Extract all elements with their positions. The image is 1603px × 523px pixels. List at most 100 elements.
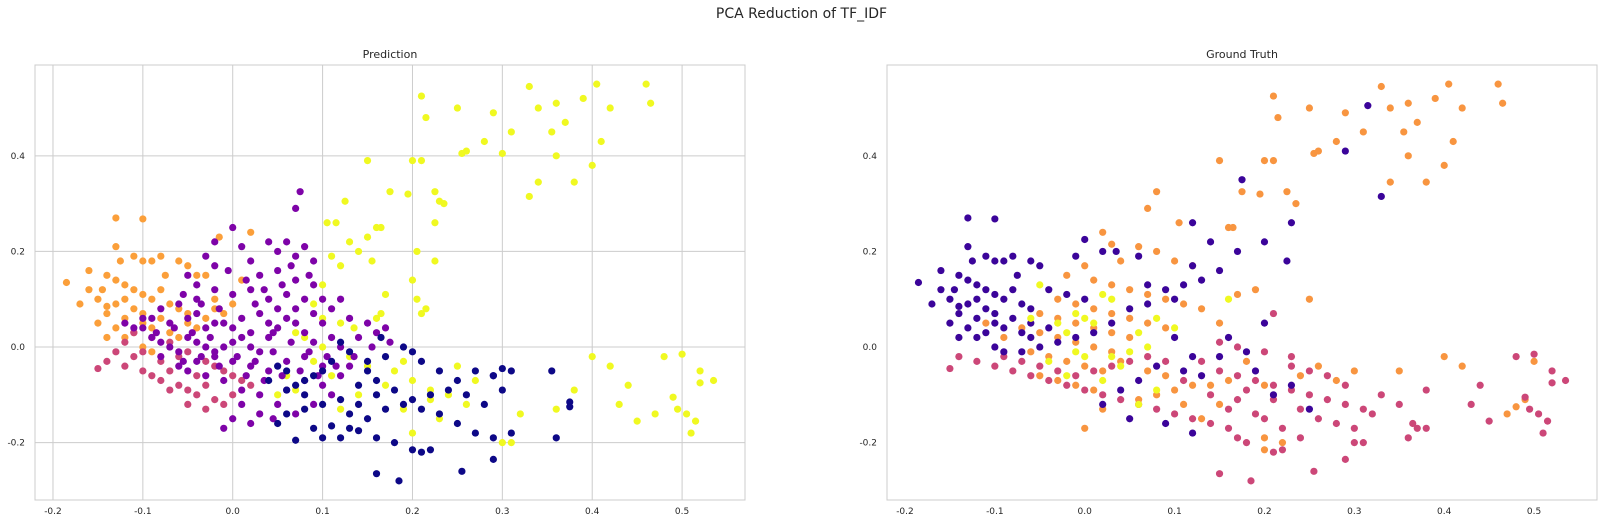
data-point	[1108, 362, 1116, 370]
data-point	[112, 300, 120, 308]
data-point	[363, 357, 372, 365]
plot-frame	[886, 64, 1598, 501]
data-point	[408, 157, 417, 165]
data-point	[440, 200, 448, 208]
data-point	[946, 319, 954, 327]
data-point	[1072, 372, 1080, 380]
data-point	[431, 219, 439, 227]
data-point	[332, 219, 340, 227]
data-point	[229, 357, 237, 365]
data-point	[175, 333, 183, 342]
data-point	[1269, 448, 1278, 456]
data-point	[256, 391, 264, 399]
data-point	[1036, 362, 1044, 370]
data-point	[130, 252, 138, 260]
data-point	[991, 257, 999, 265]
data-point	[1081, 262, 1089, 270]
data-point	[1215, 470, 1224, 478]
data-point	[1296, 405, 1305, 413]
data-point	[336, 319, 345, 327]
data-point	[1467, 400, 1475, 408]
data-point	[247, 286, 255, 294]
data-point	[256, 271, 264, 279]
data-point	[1153, 188, 1161, 196]
data-point	[62, 278, 71, 287]
data-point	[1332, 137, 1340, 146]
data-point	[552, 434, 560, 442]
data-point	[265, 367, 273, 375]
data-point	[570, 386, 578, 394]
data-point	[552, 99, 560, 107]
data-point	[1179, 281, 1188, 289]
data-point	[184, 400, 192, 408]
data-point	[682, 410, 691, 418]
data-point	[1188, 429, 1197, 437]
data-point	[417, 357, 426, 365]
data-point	[1197, 357, 1206, 365]
data-point	[197, 352, 205, 361]
data-point	[211, 286, 219, 294]
data-point	[1045, 286, 1053, 294]
data-point	[1413, 424, 1421, 432]
data-point	[274, 391, 282, 399]
data-point	[579, 94, 587, 103]
data-point	[363, 367, 372, 375]
x-tick-label: 0.1	[315, 507, 329, 517]
data-point	[202, 381, 210, 389]
data-point	[1215, 157, 1224, 165]
data-point	[1081, 386, 1089, 394]
data-point	[1018, 300, 1026, 308]
data-point	[269, 329, 277, 337]
plot-frame	[34, 64, 746, 501]
data-point	[1072, 252, 1080, 260]
data-point	[238, 333, 246, 342]
data-point	[283, 410, 291, 418]
x-tick-label: -0.1	[134, 507, 152, 517]
data-point	[1000, 295, 1008, 303]
data-point	[238, 314, 246, 322]
data-point	[1108, 352, 1116, 361]
data-point	[1170, 324, 1179, 332]
data-point	[256, 410, 264, 418]
data-point	[1036, 281, 1044, 289]
data-point	[566, 403, 574, 411]
data-point	[1188, 415, 1197, 423]
data-point	[193, 309, 201, 318]
data-point	[166, 319, 174, 327]
data-point	[184, 348, 192, 356]
data-point	[1090, 329, 1098, 337]
data-point	[323, 219, 331, 227]
data-point	[363, 415, 372, 423]
data-point	[413, 247, 421, 256]
data-point	[1224, 405, 1233, 413]
data-point	[624, 381, 632, 389]
data-point	[211, 396, 219, 404]
data-point	[1431, 94, 1439, 103]
data-point	[1144, 290, 1152, 299]
data-point	[354, 400, 363, 408]
data-point	[973, 314, 981, 322]
data-point	[1215, 338, 1224, 346]
data-point	[489, 434, 497, 442]
data-point	[274, 400, 282, 408]
data-point	[1548, 379, 1556, 387]
data-point	[238, 376, 246, 385]
data-point	[458, 149, 466, 158]
data-point	[327, 333, 336, 342]
data-point	[1170, 410, 1179, 418]
data-point	[336, 405, 345, 413]
data-point	[1525, 405, 1534, 413]
data-point	[1561, 376, 1570, 385]
data-point	[381, 324, 390, 332]
data-point	[548, 367, 556, 375]
data-point	[336, 295, 345, 303]
data-point	[211, 319, 219, 327]
data-point	[480, 137, 488, 146]
data-point	[435, 410, 444, 418]
data-point	[1260, 415, 1269, 423]
series-4	[265, 333, 574, 485]
data-point	[1386, 104, 1394, 112]
data-point	[292, 410, 300, 418]
data-point	[260, 286, 268, 294]
data-point	[318, 400, 327, 408]
